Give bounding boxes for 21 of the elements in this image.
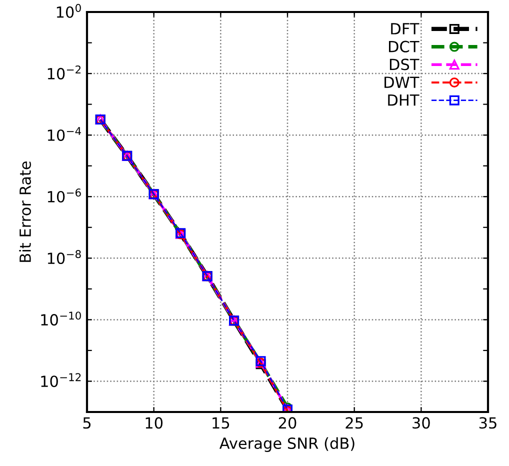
x-tick-label: 35 xyxy=(479,417,496,429)
x-tick-label: 10 xyxy=(146,417,163,429)
legend-label: DST xyxy=(390,58,420,70)
x-tick-label: 30 xyxy=(412,417,430,429)
x-tick-label: 20 xyxy=(278,417,296,429)
legend-label: DFT xyxy=(391,23,420,34)
y-axis-title: Bit Error Rate xyxy=(19,161,31,262)
y-tick-label: 10$^{−12}$ xyxy=(41,373,81,388)
y-tick-label: 10$^{−10}$ xyxy=(41,312,81,326)
y-tick-label: 10$^{−8}$ xyxy=(48,250,81,264)
x-tick-label: 25 xyxy=(346,417,363,429)
y-tick-label: 10$^{0}$ xyxy=(56,4,81,18)
legend-label: DHT xyxy=(388,94,420,106)
x-tick-label: 15 xyxy=(212,417,230,429)
y-tick-label: 10$^{−6}$ xyxy=(48,188,81,203)
y-tick-label: 10$^{−2}$ xyxy=(48,65,81,80)
y-tick-label: 10$^{−4}$ xyxy=(48,127,81,141)
legend-label: DWT xyxy=(384,76,420,88)
x-tick-label: 5 xyxy=(83,417,91,429)
legend-label: DCT xyxy=(388,40,420,52)
x-axis-title: Average SNR (dB) xyxy=(219,437,354,452)
